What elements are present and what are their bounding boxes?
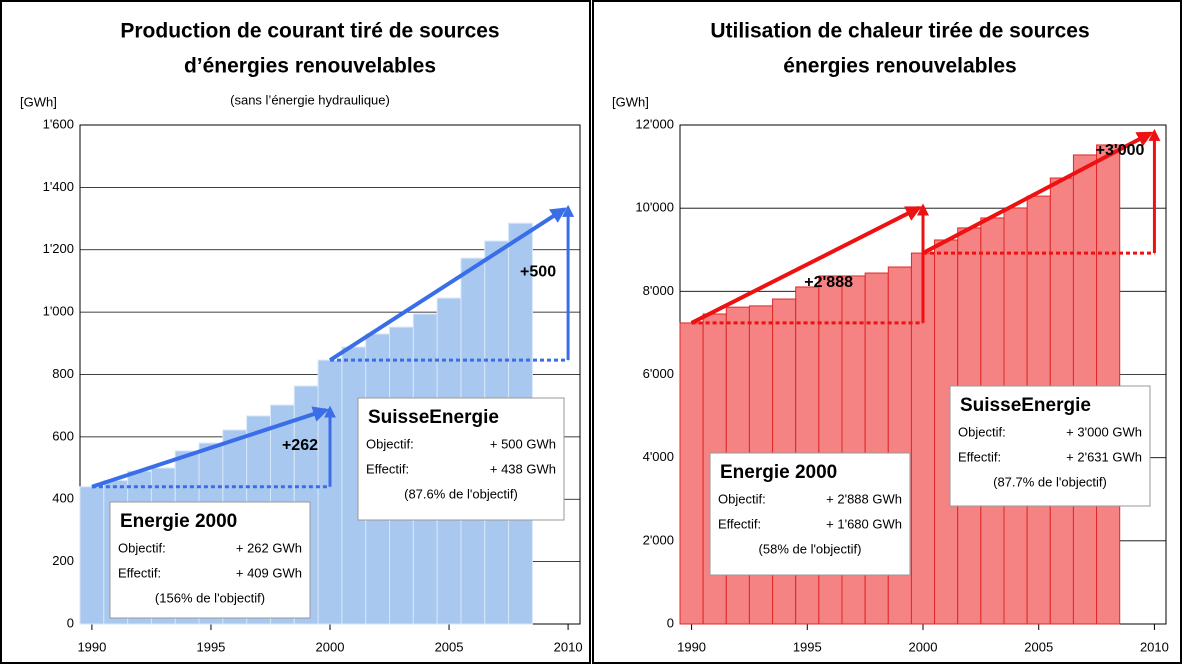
x-tick-label: 2010 xyxy=(1140,639,1169,654)
y-tick-label: 400 xyxy=(52,491,74,506)
info-label: Objectif: xyxy=(366,436,414,451)
y-axis-label: [GWh] xyxy=(20,94,57,109)
target-line xyxy=(690,206,922,325)
info-value: + 438 GWh xyxy=(490,461,556,476)
info-box-title: SuisseEnergie xyxy=(960,395,1091,416)
info-box xyxy=(709,452,911,576)
target-line xyxy=(328,207,567,362)
chart-title: d’énergies renouvelables xyxy=(184,55,436,78)
y-tick-label: 4'000 xyxy=(643,449,674,464)
target-label: +262 xyxy=(282,437,318,454)
x-tick-label: 2010 xyxy=(554,639,583,654)
x-tick-label: 1995 xyxy=(196,639,225,654)
y-tick-label: 6'000 xyxy=(643,366,674,381)
y-tick-label: 10'000 xyxy=(635,200,674,215)
info-label: Objectif: xyxy=(958,424,1006,439)
info-note: (87.7% de l'objectif) xyxy=(993,474,1107,489)
info-label: Objectif: xyxy=(118,540,166,555)
target-line xyxy=(91,406,330,489)
y-tick-label: 0 xyxy=(67,615,74,630)
chart-title: Production de courant tiré de sources xyxy=(120,20,499,43)
target-label: +500 xyxy=(520,263,556,280)
info-note: (156% de l'objectif) xyxy=(155,590,265,605)
info-note: (87.6% de l'objectif) xyxy=(404,486,518,501)
target-line xyxy=(922,131,1154,255)
bar xyxy=(317,359,343,625)
info-value: + 1'680 GWh xyxy=(826,516,902,531)
info-box-title: Energie 2000 xyxy=(120,511,237,532)
x-tick-label: 1990 xyxy=(677,639,706,654)
info-box xyxy=(949,385,1151,507)
info-box-title: Energie 2000 xyxy=(720,462,837,483)
y-tick-label: 800 xyxy=(52,366,74,381)
info-value: + 409 GWh xyxy=(236,565,302,580)
x-tick-label: 1990 xyxy=(77,639,106,654)
y-tick-label: 2'000 xyxy=(643,532,674,547)
info-value: + 2'631 GWh xyxy=(1066,449,1142,464)
bar xyxy=(679,322,704,625)
chart-subtitle: (sans l’énergie hydraulique) xyxy=(230,92,390,107)
y-tick-label: 1'600 xyxy=(43,116,74,131)
info-value: + 3'000 GWh xyxy=(1066,424,1142,439)
info-box-title: SuisseEnergie xyxy=(368,407,499,428)
y-tick-label: 1'200 xyxy=(43,241,74,256)
target-label: +2'888 xyxy=(804,274,853,291)
info-note: (58% de l'objectif) xyxy=(759,541,862,556)
info-label: Effectif: xyxy=(718,516,761,531)
chart-title: Utilisation de chaleur tirée de sources xyxy=(710,20,1089,43)
x-tick-label: 2000 xyxy=(909,639,938,654)
info-label: Objectif: xyxy=(718,491,766,506)
y-tick-label: 600 xyxy=(52,428,74,443)
y-tick-label: 0 xyxy=(667,615,674,630)
x-tick-label: 2000 xyxy=(316,639,345,654)
y-tick-label: 12'000 xyxy=(635,116,674,131)
info-box xyxy=(357,397,565,521)
bar xyxy=(1096,144,1121,625)
bar xyxy=(79,486,105,625)
x-tick-label: 2005 xyxy=(435,639,464,654)
info-value: + 262 GWh xyxy=(236,540,302,555)
y-tick-label: 1'000 xyxy=(43,304,74,319)
y-axis-label: [GWh] xyxy=(612,94,649,109)
info-label: Effectif: xyxy=(366,461,409,476)
info-box xyxy=(109,501,311,619)
x-tick-label: 2005 xyxy=(1024,639,1053,654)
info-value: + 500 GWh xyxy=(490,436,556,451)
target-label: +3'000 xyxy=(1096,142,1145,159)
info-value: + 2'888 GWh xyxy=(826,491,902,506)
chart-title: énergies renouvelables xyxy=(783,55,1016,78)
x-tick-label: 1995 xyxy=(793,639,822,654)
y-tick-label: 1'400 xyxy=(43,179,74,194)
y-tick-label: 8'000 xyxy=(643,283,674,298)
info-label: Effectif: xyxy=(118,565,161,580)
y-tick-label: 200 xyxy=(52,553,74,568)
info-label: Effectif: xyxy=(958,449,1001,464)
